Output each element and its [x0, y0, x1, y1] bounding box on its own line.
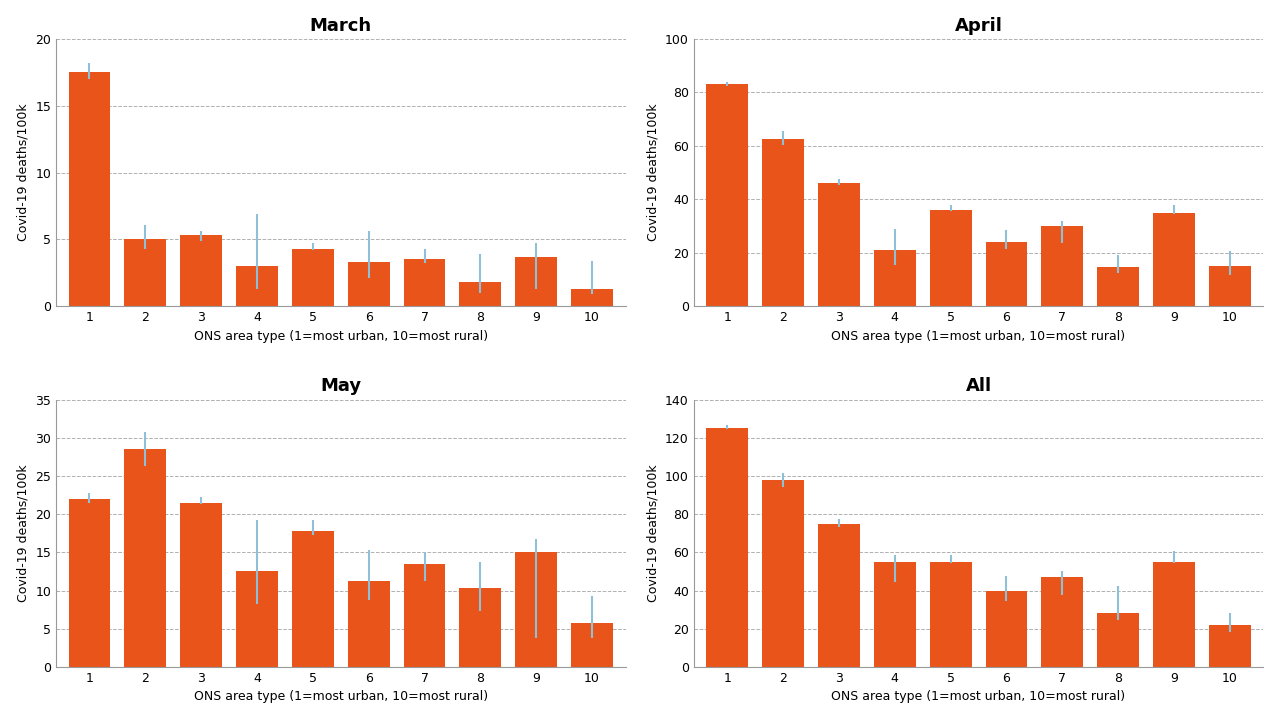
Bar — [762, 139, 804, 306]
Y-axis label: Covid-19 deaths/100k: Covid-19 deaths/100k — [17, 464, 29, 602]
Bar — [929, 562, 972, 667]
Bar — [516, 552, 557, 667]
Title: March: March — [310, 17, 371, 35]
X-axis label: ONS area type (1=most urban, 10=most rural): ONS area type (1=most urban, 10=most rur… — [832, 690, 1125, 703]
Title: April: April — [955, 17, 1002, 35]
Y-axis label: Covid-19 deaths/100k: Covid-19 deaths/100k — [17, 104, 29, 241]
Bar — [348, 262, 389, 306]
Bar — [180, 235, 223, 306]
Bar — [1208, 266, 1251, 306]
Bar — [1153, 212, 1196, 306]
Bar — [762, 480, 804, 667]
X-axis label: ONS area type (1=most urban, 10=most rural): ONS area type (1=most urban, 10=most rur… — [193, 690, 488, 703]
Bar — [69, 499, 110, 667]
Bar — [1153, 562, 1196, 667]
Y-axis label: Covid-19 deaths/100k: Covid-19 deaths/100k — [646, 104, 659, 241]
Bar — [571, 289, 613, 306]
Bar — [348, 580, 389, 667]
Bar — [460, 282, 502, 306]
Bar — [69, 73, 110, 306]
Bar — [874, 250, 915, 306]
Title: May: May — [320, 377, 361, 395]
Bar — [707, 84, 748, 306]
Bar — [236, 572, 278, 667]
Bar — [874, 562, 915, 667]
Bar — [236, 266, 278, 306]
Bar — [1042, 577, 1083, 667]
Bar — [986, 590, 1028, 667]
Y-axis label: Covid-19 deaths/100k: Covid-19 deaths/100k — [646, 464, 659, 602]
X-axis label: ONS area type (1=most urban, 10=most rural): ONS area type (1=most urban, 10=most rur… — [832, 330, 1125, 343]
Bar — [707, 428, 748, 667]
Bar — [460, 588, 502, 667]
Title: All: All — [965, 377, 992, 395]
Bar — [986, 242, 1028, 306]
Bar — [516, 257, 557, 306]
Bar — [1208, 625, 1251, 667]
Bar — [818, 523, 860, 667]
Bar — [1097, 613, 1139, 667]
Bar — [403, 564, 445, 667]
Bar — [403, 259, 445, 306]
Bar — [929, 210, 972, 306]
Bar — [571, 624, 613, 667]
Bar — [124, 240, 166, 306]
Bar — [292, 249, 334, 306]
Bar — [1042, 226, 1083, 306]
Bar — [1097, 267, 1139, 306]
Bar — [292, 531, 334, 667]
Bar — [124, 449, 166, 667]
Bar — [818, 184, 860, 306]
X-axis label: ONS area type (1=most urban, 10=most rural): ONS area type (1=most urban, 10=most rur… — [193, 330, 488, 343]
Bar — [180, 503, 223, 667]
